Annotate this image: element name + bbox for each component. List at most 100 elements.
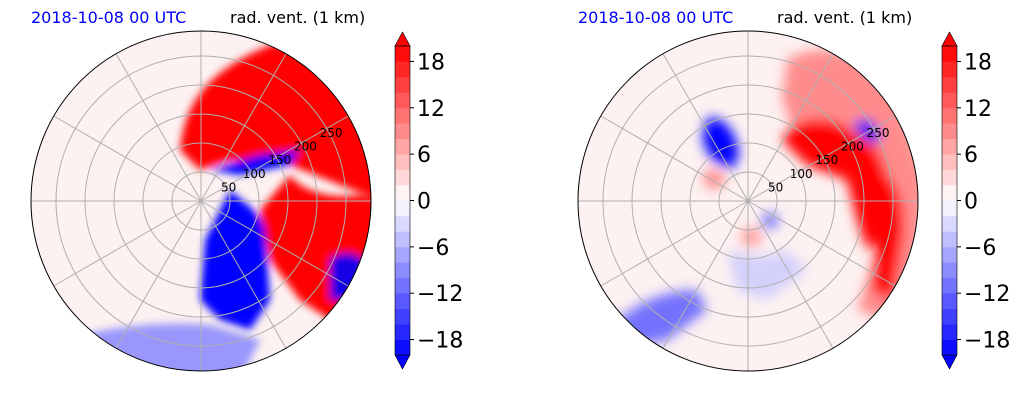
azimuth-line <box>200 200 349 287</box>
colorbar-segment <box>395 308 410 325</box>
colorbar-segment <box>942 138 957 155</box>
colorbar-segment <box>942 61 957 78</box>
field-label: rad. vent. (1 km) <box>777 8 913 27</box>
colorbar-segment <box>942 308 957 325</box>
range-ring-label: 250 <box>867 126 890 140</box>
colorbar-segment <box>395 169 410 186</box>
colorbar-tick-label: 0 <box>417 190 431 215</box>
colorbar-segment <box>395 46 410 62</box>
colorbar-tick-label: 12 <box>964 97 992 122</box>
colorbar-segment <box>395 123 410 139</box>
plot-border <box>30 30 372 372</box>
colorbar-segment <box>942 92 957 109</box>
colorbar-tick-label: −18 <box>964 329 1010 354</box>
azimuth-line <box>53 200 202 287</box>
range-ring-label: 50 <box>768 180 783 194</box>
range-ring-label: 150 <box>815 153 838 167</box>
azimuth-lines <box>31 31 371 371</box>
colorbar-segment <box>942 185 957 201</box>
colorbar-segment <box>395 277 410 294</box>
colorbar-tick-label: 6 <box>964 143 978 168</box>
range-ring-label: 100 <box>790 167 813 181</box>
azimuth-line <box>662 200 749 349</box>
colorbar-segment <box>395 293 410 309</box>
colorbar-tick-label: 18 <box>417 50 445 75</box>
field-label: rad. vent. (1 km) <box>230 8 366 27</box>
colorbar-tick-label: 18 <box>964 50 992 75</box>
range-ring-label: 50 <box>221 180 236 194</box>
colorbar-segment <box>395 339 410 356</box>
colorbar-segment <box>942 123 957 139</box>
colorbar-tick-label: −6 <box>964 236 996 261</box>
colorbar-segment <box>395 185 410 201</box>
colorbar-segment <box>942 169 957 186</box>
azimuth-line <box>600 115 749 202</box>
colorbar-segment <box>395 231 410 248</box>
plot-border <box>577 30 919 372</box>
colorbar-segment <box>395 262 410 279</box>
azimuth-line <box>200 53 287 202</box>
colorbar-tick-label: −18 <box>417 329 463 354</box>
azimuth-line <box>747 115 896 202</box>
time-label: 2018-10-08 00 UTC <box>31 8 187 27</box>
colorbar-segment <box>942 200 957 217</box>
colorbar-segment <box>942 277 957 294</box>
colorbar-segment <box>942 231 957 248</box>
colorbar-tick-label: 0 <box>964 190 978 215</box>
azimuth-lines <box>578 31 918 371</box>
azimuth-line <box>200 200 287 349</box>
azimuth-line <box>662 53 749 202</box>
time-label: 2018-10-08 00 UTC <box>578 8 734 27</box>
colorbar-segment <box>395 215 410 232</box>
colorbar-segment <box>942 324 957 340</box>
colorbar-segment <box>942 215 957 232</box>
colorbar-tick-label: −12 <box>964 282 1010 307</box>
colorbar-segment <box>942 154 957 170</box>
azimuth-line <box>200 115 349 202</box>
colorbar-segment <box>942 262 957 279</box>
colorbar-extend-max <box>394 31 411 47</box>
chart-panel-left: 50 100 150 200 250 −18 −12 −6 0 6 12 18 2018-10-08… <box>30 8 463 372</box>
azimuth-line <box>115 53 202 202</box>
range-ring-label: 150 <box>268 153 291 167</box>
azimuth-line <box>600 200 749 287</box>
colorbar-tick-label: 6 <box>417 143 431 168</box>
colorbar-segment <box>942 339 957 356</box>
range-ring-label: 200 <box>841 140 864 154</box>
colorbar-tick-label: −12 <box>417 282 463 307</box>
azimuth-line <box>53 115 202 202</box>
colorbar-tick-label: 12 <box>417 97 445 122</box>
range-ring-label: 250 <box>320 126 343 140</box>
colorbar-extend-min <box>394 354 411 370</box>
colorbar-segment <box>395 324 410 340</box>
colorbar: −18 −12 −6 0 6 12 18 <box>394 31 463 370</box>
colorbar-segment <box>395 107 410 124</box>
colorbar-tick-label: −6 <box>417 236 449 261</box>
colorbar-extend-min <box>941 354 958 370</box>
range-ring-label: 100 <box>243 167 266 181</box>
colorbar-extend-max <box>941 31 958 47</box>
colorbar-segment <box>395 200 410 217</box>
azimuth-line <box>747 200 834 349</box>
azimuth-line <box>115 200 202 349</box>
chart-panel-right: 50 100 150 200 250 −18 −12 −6 0 6 12 18 2018-10-08… <box>547 0 1028 401</box>
colorbar-segment <box>942 107 957 124</box>
colorbar-segment <box>942 46 957 62</box>
colorbar-segment <box>942 246 957 263</box>
colorbar-segment <box>942 76 957 93</box>
colorbar-segment <box>395 138 410 155</box>
colorbar-segment <box>395 92 410 109</box>
colorbar-segment <box>942 293 957 309</box>
range-ring-label: 200 <box>294 140 317 154</box>
colorbar-segment <box>395 154 410 170</box>
azimuth-line <box>747 200 896 287</box>
colorbar-segment <box>395 61 410 78</box>
colorbar-segment <box>395 246 410 263</box>
azimuth-line <box>747 53 834 202</box>
colorbar-segment <box>395 76 410 93</box>
colorbar: −18 −12 −6 0 6 12 18 <box>941 31 1010 370</box>
